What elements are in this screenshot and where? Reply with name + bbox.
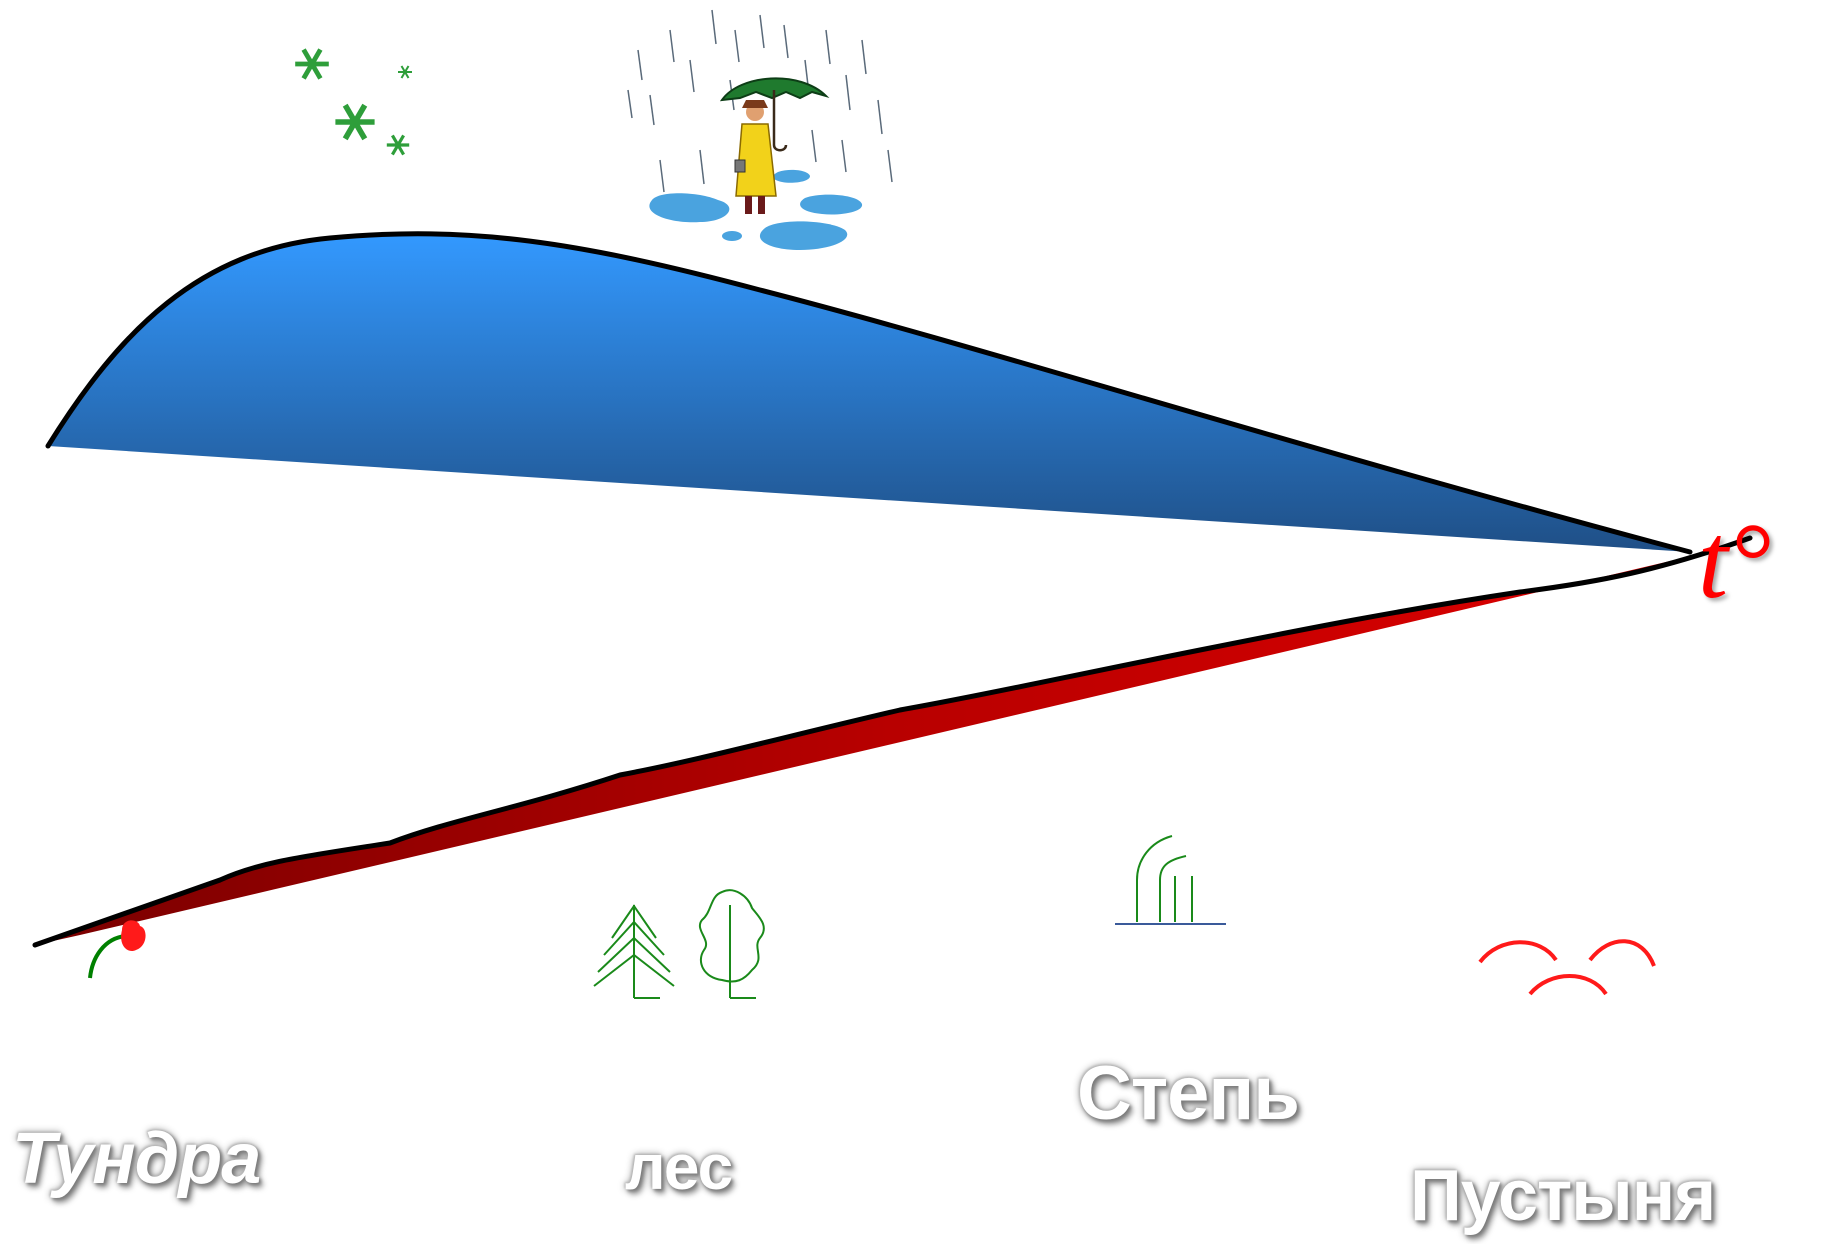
temperature-axis-label: t° <box>1698 502 1772 621</box>
temperature-curve <box>32 535 1753 948</box>
snowflake-icon <box>295 50 413 157</box>
deciduous-tree-icon <box>699 889 765 999</box>
spruce-tree-icon <box>593 904 675 999</box>
temperature-area <box>35 540 1750 945</box>
zone-label-forest: лес <box>625 1131 733 1203</box>
zone-label-desert: Пустыня <box>1410 1156 1716 1236</box>
zone-label-steppe: Степь <box>1077 1051 1300 1136</box>
tundra-flower-icon <box>88 920 146 979</box>
steppe-grass-icon <box>1115 835 1226 925</box>
precipitation-curve <box>45 231 1693 555</box>
zone-label-tundra: Тундра <box>12 1119 261 1199</box>
desert-dune-icon <box>1478 939 1656 996</box>
precipitation-area <box>48 233 1690 553</box>
rain-umbrella-person-icon <box>627 9 893 250</box>
